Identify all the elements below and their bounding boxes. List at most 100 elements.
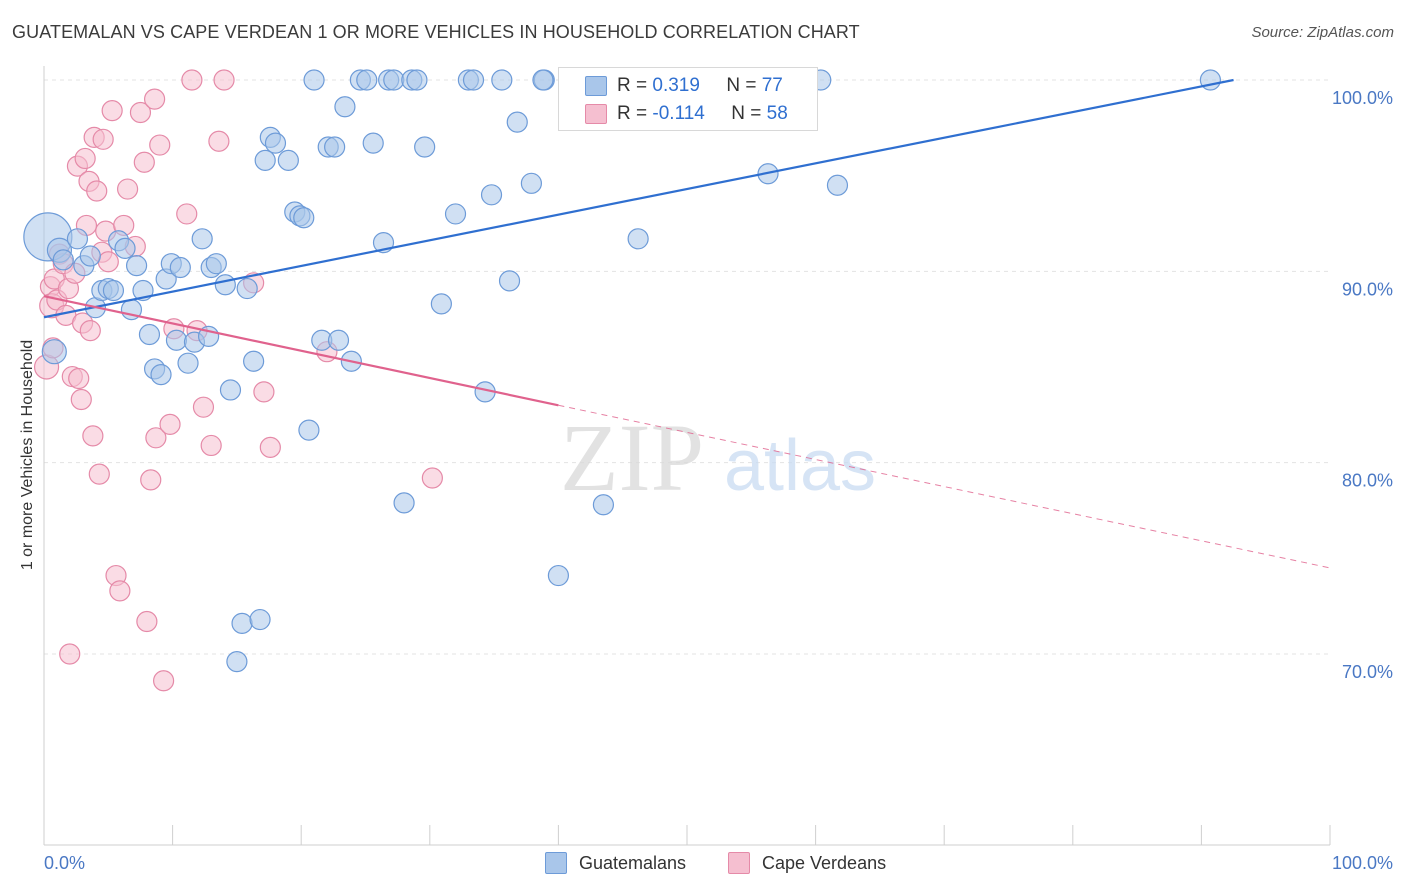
point-guatemalan bbox=[414, 136, 436, 158]
point-guatemalan bbox=[362, 132, 384, 154]
point-cape-verdean bbox=[181, 69, 203, 91]
legend-r-value: 0.319 bbox=[652, 75, 700, 96]
point-guatemalan bbox=[214, 274, 236, 296]
point-guatemalan bbox=[356, 69, 378, 91]
point-guatemalan bbox=[52, 249, 74, 271]
point-cape-verdean bbox=[152, 670, 175, 692]
point-cape-verdean bbox=[133, 151, 155, 173]
y-tick-label: 70.0% bbox=[1342, 662, 1393, 682]
point-guatemalan bbox=[165, 329, 188, 351]
legend-n-label: N = bbox=[731, 103, 762, 124]
legend-item-guatemalans[interactable]: Guatemalans bbox=[545, 852, 686, 874]
point-guatemalan bbox=[219, 379, 242, 401]
point-cape-verdean bbox=[97, 251, 119, 273]
point-cape-verdean bbox=[176, 203, 198, 225]
point-cape-verdean bbox=[200, 434, 222, 457]
point-guatemalan bbox=[826, 174, 849, 196]
point-guatemalan bbox=[293, 207, 315, 229]
point-guatemalan bbox=[393, 492, 415, 514]
point-guatemalan bbox=[150, 364, 172, 386]
legend-label-guatemalans: Guatemalans bbox=[579, 852, 687, 873]
series-legend: Guatemalans Cape Verdeans bbox=[0, 852, 1406, 878]
point-guatemalan bbox=[547, 564, 570, 587]
legend-n-label: N = bbox=[726, 75, 757, 96]
point-cape-verdean bbox=[59, 643, 81, 665]
tick-labels: 70.0% 80.0% 90.0% 100.0% 0.0% 100.0% bbox=[44, 88, 1393, 873]
point-guatemalan bbox=[79, 245, 101, 267]
legend-n-value: 58 bbox=[766, 103, 788, 124]
point-cape-verdean bbox=[92, 128, 114, 150]
point-cape-verdean bbox=[213, 69, 235, 91]
point-cape-verdean bbox=[74, 147, 96, 170]
point-cape-verdean bbox=[140, 469, 162, 491]
point-guatemalan bbox=[236, 277, 258, 300]
legend-r-value: -0.114 bbox=[652, 103, 705, 124]
point-guatemalan bbox=[226, 651, 248, 673]
point-guatemalan bbox=[406, 69, 428, 91]
chart-title: GUATEMALAN VS CAPE VERDEAN 1 OR MORE VEH… bbox=[12, 22, 860, 42]
data-points bbox=[23, 69, 1222, 692]
point-cape-verdean bbox=[145, 427, 167, 449]
point-cape-verdean bbox=[86, 180, 108, 202]
x-tick-label: 0.0% bbox=[44, 853, 85, 873]
point-guatemalan bbox=[249, 608, 271, 631]
legend-item-cape-verdeans[interactable]: Cape Verdeans bbox=[728, 852, 886, 874]
point-guatemalan bbox=[303, 69, 325, 91]
point-cape-verdean bbox=[149, 134, 171, 156]
point-guatemalan bbox=[444, 203, 467, 225]
point-guatemalan bbox=[383, 69, 405, 91]
point-guatemalan bbox=[102, 279, 125, 302]
point-cape-verdean bbox=[79, 320, 101, 342]
point-guatemalan bbox=[277, 149, 299, 171]
point-cape-verdean bbox=[109, 580, 131, 602]
point-cape-verdean bbox=[208, 130, 230, 152]
point-guatemalan bbox=[324, 136, 346, 158]
y-tick-label: 90.0% bbox=[1342, 279, 1393, 299]
point-guatemalan bbox=[480, 184, 503, 206]
grid-lines bbox=[44, 79, 1330, 655]
legend-r-label: R = bbox=[617, 75, 648, 96]
legend-swatch-pink bbox=[585, 104, 607, 124]
point-cape-verdean bbox=[101, 100, 123, 122]
point-cape-verdean bbox=[259, 436, 281, 458]
point-guatemalan bbox=[498, 270, 521, 292]
point-guatemalan bbox=[430, 293, 452, 315]
point-guatemalan bbox=[627, 228, 649, 250]
point-guatemalan bbox=[506, 111, 528, 133]
point-guatemalan bbox=[169, 256, 191, 279]
point-guatemalan bbox=[264, 132, 287, 154]
point-guatemalan bbox=[462, 69, 485, 91]
y-tick-label: 80.0% bbox=[1342, 471, 1393, 491]
x-tick-label: 100.0% bbox=[1332, 853, 1393, 873]
point-guatemalan bbox=[327, 329, 350, 351]
trend-line-cape-verdean bbox=[43, 295, 559, 407]
point-cape-verdean bbox=[253, 381, 275, 403]
watermark-atlas: atlas bbox=[724, 426, 876, 506]
point-guatemalan bbox=[254, 149, 276, 171]
axes bbox=[43, 66, 1331, 846]
point-guatemalan bbox=[231, 612, 253, 634]
legend-swatch-blue bbox=[545, 852, 567, 874]
trend-line-guatemalan bbox=[43, 78, 1234, 319]
point-guatemalan bbox=[491, 69, 513, 91]
point-guatemalan bbox=[177, 352, 199, 374]
point-guatemalan bbox=[66, 228, 89, 250]
point-cape-verdean bbox=[82, 425, 104, 447]
legend-swatch-blue bbox=[585, 76, 607, 96]
correlation-legend: R = 0.319 N = 77 R = -0.114 N = 58 bbox=[558, 67, 818, 131]
point-cape-verdean bbox=[70, 388, 92, 411]
point-guatemalan bbox=[125, 254, 148, 277]
point-guatemalan bbox=[41, 339, 67, 365]
point-guatemalan bbox=[114, 237, 136, 259]
point-guatemalan bbox=[138, 323, 161, 346]
watermark-zip: ZIP bbox=[560, 404, 704, 511]
legend-n-value: 77 bbox=[761, 75, 783, 96]
point-cape-verdean bbox=[116, 178, 139, 200]
point-guatemalan bbox=[243, 350, 265, 372]
point-cape-verdean bbox=[159, 413, 181, 435]
point-cape-verdean bbox=[88, 463, 110, 485]
trend-lines bbox=[43, 78, 1331, 569]
point-guatemalan bbox=[532, 69, 554, 91]
legend-r-label: R = bbox=[617, 103, 648, 124]
